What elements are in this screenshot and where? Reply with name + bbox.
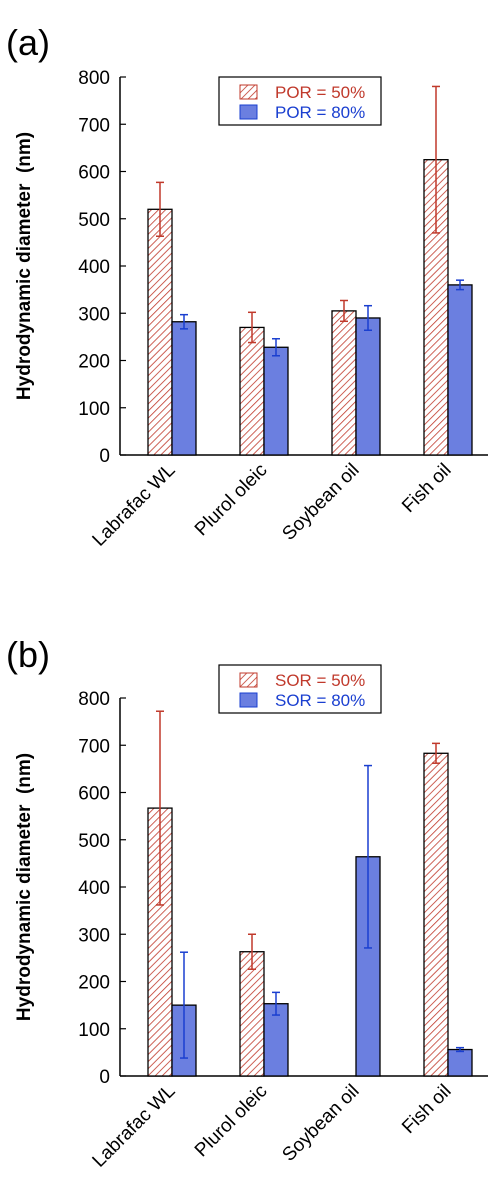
bar-hatched-1 xyxy=(239,951,265,1077)
legend-swatch xyxy=(239,104,258,120)
y-axis-label: Hydrodynamic diameter (nm) xyxy=(14,132,35,400)
y-tick-label: 500 xyxy=(78,831,110,852)
x-tick-label: Fish oil xyxy=(398,1081,455,1138)
bar-solid-0 xyxy=(171,321,197,456)
y-tick-label: 800 xyxy=(78,689,110,710)
y-tick-label: 600 xyxy=(78,163,110,184)
x-tick-label: Plurol oleic xyxy=(191,1081,272,1162)
y-tick-label: 400 xyxy=(78,257,110,278)
legend-label: SOR = 80% xyxy=(275,691,365,710)
legend-label: POR = 50% xyxy=(275,83,365,102)
legend-label: POR = 80% xyxy=(275,103,365,122)
y-tick-label: 0 xyxy=(99,1067,110,1088)
x-tick-label: Fish oil xyxy=(398,460,455,517)
bar-solid-3 xyxy=(447,1048,473,1077)
x-tick-label: Labrafac WL xyxy=(89,460,180,551)
y-tick-label: 600 xyxy=(78,784,110,805)
x-tick-label: Plurol oleic xyxy=(191,460,272,541)
legend-swatch xyxy=(239,84,258,100)
y-tick-label: 100 xyxy=(78,399,110,420)
y-tick-label: 500 xyxy=(78,210,110,231)
bar-solid-3 xyxy=(447,284,473,456)
y-tick-label: 400 xyxy=(78,878,110,899)
y-tick-label: 300 xyxy=(78,925,110,946)
panel-label: (a) xyxy=(6,22,50,63)
y-tick-label: 0 xyxy=(99,446,110,467)
bar-hatched-1 xyxy=(239,326,265,456)
bar-hatched-3 xyxy=(423,752,449,1077)
x-tick-label: Labrafac WL xyxy=(89,1081,180,1172)
legend: POR = 50%POR = 80% xyxy=(218,76,382,126)
legend-swatch xyxy=(239,672,258,688)
legend-label: SOR = 50% xyxy=(275,671,365,690)
y-tick-label: 200 xyxy=(78,973,110,994)
bar-hatched-0 xyxy=(147,208,173,456)
panel-label: (b) xyxy=(6,634,50,675)
x-tick-label: Soybean oil xyxy=(278,1081,363,1166)
y-tick-label: 100 xyxy=(78,1020,110,1041)
bar-solid-2 xyxy=(355,317,381,456)
bar-solid-1 xyxy=(263,346,289,456)
chart-panel-a: (a) Hydrodynamic diameter (nm) 0 100 200 300 4… xyxy=(6,22,488,551)
y-tick-label: 200 xyxy=(78,352,110,373)
chart-panel-b: (b) Hydrodynamic diameter (nm) 0 100 200 300 4… xyxy=(6,634,488,1172)
legend-swatch xyxy=(239,692,258,708)
bar-hatched-2 xyxy=(331,310,357,456)
y-axis-label: Hydrodynamic diameter (nm) xyxy=(14,753,35,1021)
y-tick-label: 700 xyxy=(78,736,110,757)
y-tick-label: 300 xyxy=(78,304,110,325)
y-tick-label: 800 xyxy=(78,68,110,89)
y-tick-label: 700 xyxy=(78,115,110,136)
x-tick-label: Soybean oil xyxy=(278,460,363,545)
legend: SOR = 50%SOR = 80% xyxy=(218,664,382,714)
